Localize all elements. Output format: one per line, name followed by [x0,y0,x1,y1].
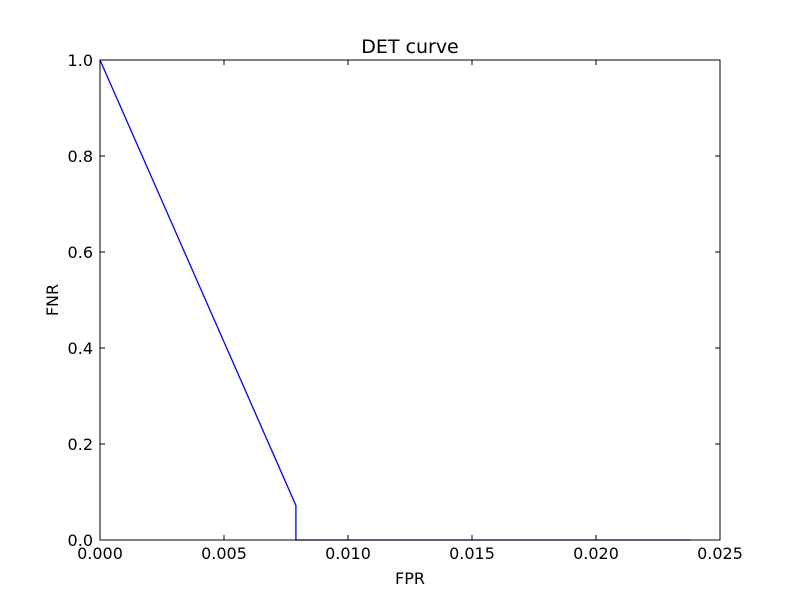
x-tick-label: 0.000 [77,544,123,563]
y-tick-label: 0.4 [68,339,93,358]
plot-area: 0.000 0.005 0.010 0.015 0.020 0.025 0.0 0.2 0.4 0… [68,51,743,563]
y-tick-label: 0.6 [68,243,93,262]
x-tick-label: 0.005 [201,544,247,563]
y-tick-label: 0.0 [68,531,93,550]
y-tick-label: 0.2 [68,435,93,454]
y-axis-label: FNR [43,284,62,316]
series-line-0 [99,59,691,541]
x-tick-label: 0.020 [573,544,619,563]
y-tick-label: 0.8 [68,147,93,166]
chart-title: DET curve [361,36,459,58]
x-tick-label: 0.025 [697,544,743,563]
x-tick-label: 0.015 [449,544,495,563]
x-tick-label: 0.010 [325,544,371,563]
plot-frame [99,59,721,541]
y-tick-label: 1.0 [68,51,93,70]
x-axis-label: FPR [395,569,425,588]
